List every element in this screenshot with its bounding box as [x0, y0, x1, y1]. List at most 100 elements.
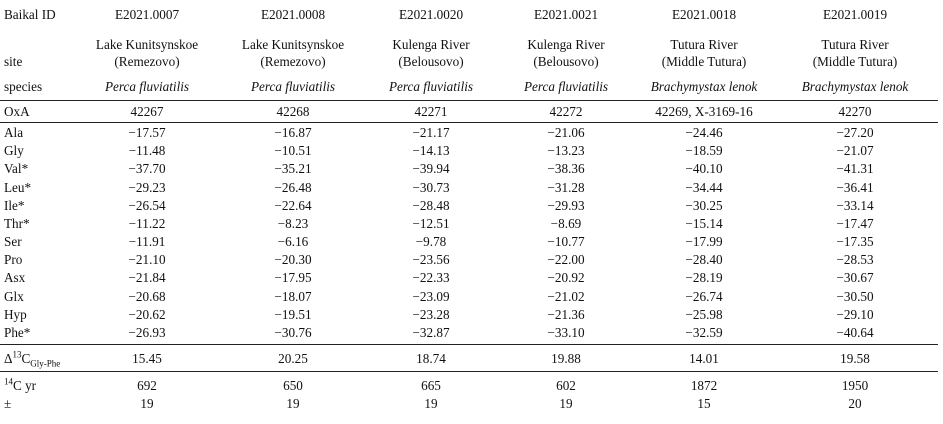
value-cell: −34.44	[685, 180, 723, 195]
value-cell: −11.22	[128, 216, 166, 231]
value-cell: −20.68	[128, 289, 166, 304]
value-cell: −22.64	[274, 198, 312, 213]
value-cell: −26.93	[128, 325, 166, 340]
value-cell: −17.57	[128, 125, 166, 140]
divider-delta	[0, 344, 938, 345]
value-cell: −26.48	[274, 180, 312, 195]
species-cell: Perca fluviatilis	[104, 79, 190, 94]
amino-acid-label: Ala	[4, 125, 24, 140]
value-cell: −23.09	[412, 289, 450, 304]
pm-cell: 19	[286, 396, 300, 411]
value-cell: −15.14	[685, 216, 723, 231]
value-cell: −39.94	[412, 161, 450, 176]
site-locality-cell: (Middle Tutura)	[812, 54, 898, 69]
value-cell: −30.76	[274, 325, 312, 340]
oxa-cell: 42271	[414, 104, 448, 119]
value-cell: −23.28	[412, 307, 450, 322]
baikal-id-cell: E2021.0019	[822, 7, 888, 22]
value-cell: −17.35	[836, 234, 874, 249]
divider-oxa	[0, 122, 938, 123]
species-cell: Brachymystax lenok	[650, 79, 758, 94]
pm-cell: 19	[424, 396, 438, 411]
table-row: Thr* −11.22 −8.23 −12.51 −8.69 −15.14 −17.47	[0, 215, 943, 233]
value-cell: −28.40	[685, 252, 723, 267]
amino-acid-label: Ser	[4, 234, 22, 249]
header-row-oxa: OxA 42267 42268 42271 42272 42269, X-3169-16 4…	[0, 103, 943, 121]
delta-cell: 14.01	[689, 351, 719, 366]
value-cell: −20.30	[274, 252, 312, 267]
row-label-oxa: OxA	[4, 104, 30, 119]
value-cell: −32.87	[412, 325, 450, 340]
value-cell: −33.10	[547, 325, 585, 340]
value-cell: −6.16	[277, 234, 309, 249]
amino-acid-label: Ile*	[4, 198, 25, 213]
value-cell: −30.73	[412, 180, 450, 195]
site-locality-cell: (Middle Tutura)	[661, 54, 747, 69]
value-cell: −8.69	[550, 216, 582, 231]
pm-cell: 19	[559, 396, 573, 411]
value-cell: −40.10	[685, 161, 723, 176]
amino-acid-label: Pro	[4, 252, 23, 267]
value-cell: −29.23	[128, 180, 166, 195]
divider-top	[0, 100, 938, 101]
value-cell: −30.50	[836, 289, 874, 304]
divider-c14	[0, 371, 938, 372]
amino-acid-label: Glx	[4, 289, 24, 304]
value-cell: −26.74	[685, 289, 723, 304]
table-row: Ala −17.57 −16.87 −21.17 −21.06 −24.46 −27.20	[0, 124, 943, 142]
value-cell: −28.48	[412, 198, 450, 213]
value-cell: −8.23	[277, 216, 309, 231]
value-cell: −17.95	[274, 270, 312, 285]
site-name-cell: Tutura River	[821, 37, 889, 52]
baikal-id-cell: E2021.0021	[533, 7, 599, 22]
value-cell: −31.28	[547, 180, 585, 195]
value-cell: −30.25	[685, 198, 723, 213]
value-cell: −21.36	[547, 307, 585, 322]
value-cell: −37.70	[128, 161, 166, 176]
value-cell: −16.87	[274, 125, 312, 140]
site-locality-cell: (Belousovo)	[533, 54, 599, 69]
delta-cell: 18.74	[416, 351, 446, 366]
oxa-cell: 42270	[838, 104, 872, 119]
amino-acid-label: Phe*	[4, 325, 31, 340]
value-cell: −21.02	[547, 289, 585, 304]
baikal-id-cell: E2021.0008	[260, 7, 326, 22]
species-cell: Brachymystax lenok	[801, 79, 909, 94]
oxa-cell: 42272	[549, 104, 583, 119]
site-name-cell: Tutura River	[670, 37, 738, 52]
value-cell: −18.59	[685, 143, 723, 158]
pm-row: ±19 19 19 19 15 20	[0, 395, 943, 413]
value-cell: −13.23	[547, 143, 585, 158]
baikal-id-cell: E2021.0018	[671, 7, 737, 22]
species-cell: Perca fluviatilis	[523, 79, 609, 94]
header-row-site-line1: Lake Kunitsynskoe Lake Kunitsynskoe Kuleng…	[0, 36, 943, 54]
site-name-cell: Lake Kunitsynskoe	[241, 37, 345, 52]
row-label-pm: ±	[4, 396, 12, 411]
amino-acid-label: Thr*	[4, 216, 30, 231]
value-cell: −17.99	[685, 234, 723, 249]
header-row-baikal-id: Baikal ID E2021.0007 E2021.0008 E2021.0020 E…	[0, 6, 943, 24]
value-cell: −19.51	[274, 307, 312, 322]
site-locality-cell: (Remezovo)	[114, 54, 180, 69]
table-row: Hyp −20.62 −19.51 −23.28 −21.36 −25.98 −29.10	[0, 306, 943, 324]
value-cell: −38.36	[547, 161, 585, 176]
site-name-cell: Kulenga River	[392, 37, 470, 52]
row-label-c14: 14C yr	[4, 376, 37, 393]
c14-cell: 1950	[841, 378, 869, 393]
value-cell: −21.84	[128, 270, 166, 285]
table-row: Val* −37.70 −35.21 −39.94 −38.36 −40.10 −41.31	[0, 160, 943, 178]
table-row: Glx −20.68 −18.07 −23.09 −21.02 −26.74 −30.50	[0, 288, 943, 306]
value-cell: −29.10	[836, 307, 874, 322]
value-cell: −36.41	[836, 180, 874, 195]
table-row: Ile* −26.54 −22.64 −28.48 −29.93 −30.25 −33.14	[0, 197, 943, 215]
value-cell: −41.31	[836, 161, 874, 176]
pm-cell: 19	[140, 396, 154, 411]
value-cell: −40.64	[836, 325, 874, 340]
delta-cell: 19.58	[840, 351, 870, 366]
value-cell: −30.67	[836, 270, 874, 285]
delta-cell: 15.45	[132, 351, 162, 366]
value-cell: −20.92	[547, 270, 585, 285]
pm-cell: 20	[848, 396, 862, 411]
value-cell: −10.77	[547, 234, 585, 249]
amino-acid-label: Hyp	[4, 307, 27, 322]
